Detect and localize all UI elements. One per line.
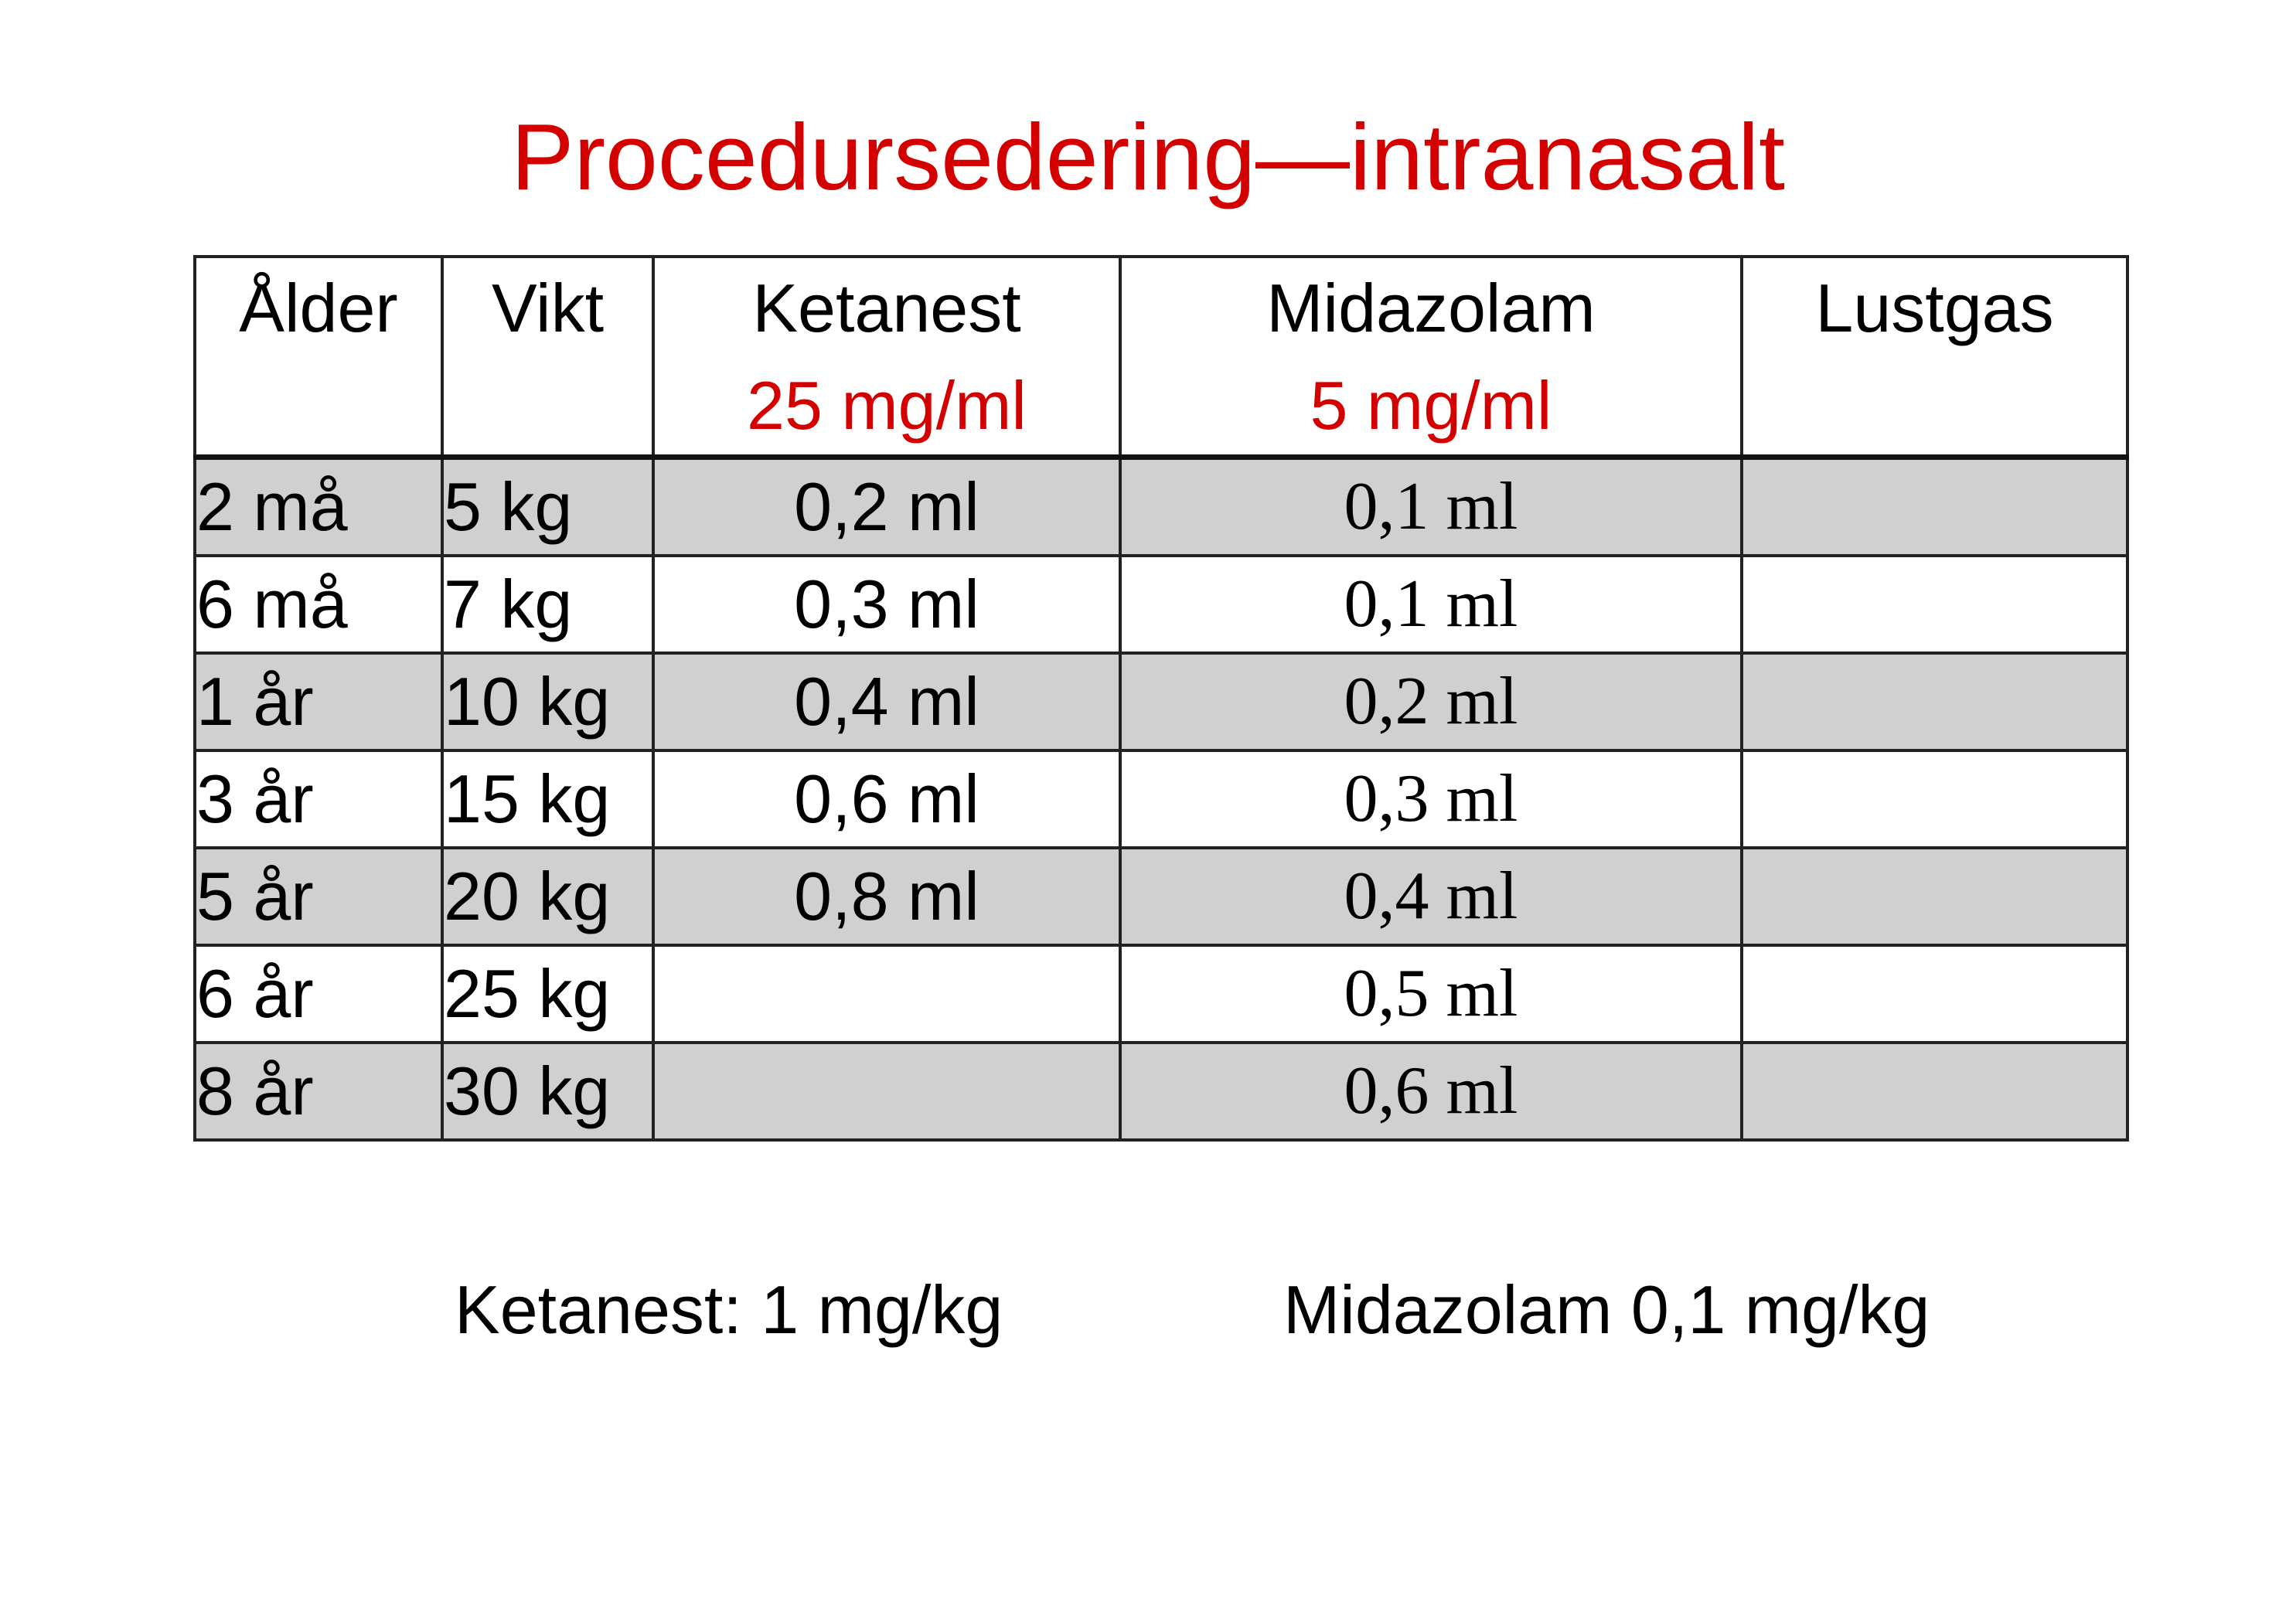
- header-weight: Vikt: [441, 255, 655, 460]
- table-row: 5 år 20 kg 0,8 ml 0,4 ml: [193, 846, 2129, 947]
- cell-lustgas: [1740, 455, 2129, 557]
- cell-ketanest: [652, 944, 1122, 1044]
- cell-lustgas: [1740, 749, 2129, 849]
- header-lustgas: Lustgas: [1740, 255, 2129, 460]
- cell-midazolam: 0,4 ml: [1119, 846, 1743, 947]
- cell-midazolam: 0,6 ml: [1119, 1041, 1743, 1142]
- header-lustgas-label: Lustgas: [1815, 270, 2054, 346]
- header-midazolam-label: Midazolam: [1266, 270, 1596, 346]
- cell-age: 8 år: [193, 1041, 444, 1142]
- header-ketanest: Ketanest 25 mg/ml: [652, 255, 1122, 460]
- cell-age: 6 år: [193, 944, 444, 1044]
- cell-weight: 20 kg: [441, 846, 655, 947]
- cell-weight: 30 kg: [441, 1041, 655, 1142]
- cell-ketanest: [652, 1041, 1122, 1142]
- cell-lustgas: [1740, 652, 2129, 752]
- cell-midazolam: 0,2 ml: [1119, 652, 1743, 752]
- header-ketanest-label: Ketanest: [752, 270, 1021, 346]
- cell-lustgas: [1740, 944, 2129, 1044]
- cell-lustgas: [1740, 554, 2129, 655]
- cell-midazolam: 0,1 ml: [1119, 455, 1743, 557]
- table-row: 6 må 7 kg 0,3 ml 0,1 ml: [193, 554, 2129, 655]
- cell-weight: 15 kg: [441, 749, 655, 849]
- table-row: 6 år 25 kg 0,5 ml: [193, 944, 2129, 1044]
- table-row: 3 år 15 kg 0,6 ml 0,3 ml: [193, 749, 2129, 849]
- cell-ketanest: 0,8 ml: [652, 846, 1122, 947]
- cell-weight: 5 kg: [441, 455, 655, 557]
- cell-midazolam: 0,3 ml: [1119, 749, 1743, 849]
- table-row: 2 må 5 kg 0,2 ml 0,1 ml: [193, 455, 2129, 557]
- cell-age: 3 år: [193, 749, 444, 849]
- cell-ketanest: 0,4 ml: [652, 652, 1122, 752]
- cell-age: 2 må: [193, 455, 444, 557]
- cell-weight: 10 kg: [441, 652, 655, 752]
- dosage-table: Ålder Vikt Ketanest 25 mg/ml Midazolam 5…: [193, 255, 2129, 1142]
- cell-ketanest: 0,6 ml: [652, 749, 1122, 849]
- table-row: 8 år 30 kg 0,6 ml: [193, 1041, 2129, 1142]
- header-midazolam-concentration: 5 mg/ml: [1310, 367, 1552, 444]
- table-header-row: Ålder Vikt Ketanest 25 mg/ml Midazolam 5…: [193, 255, 2129, 460]
- header-ketanest-concentration: 25 mg/ml: [747, 367, 1027, 444]
- ketanest-dose-note: Ketanest: 1 mg/kg: [455, 1271, 1003, 1348]
- cell-lustgas: [1740, 1041, 2129, 1142]
- header-age-label: Ålder: [239, 270, 398, 346]
- cell-midazolam: 0,5 ml: [1119, 944, 1743, 1044]
- midazolam-dose-note: Midazolam 0,1 mg/kg: [1283, 1271, 1930, 1348]
- cell-age: 5 år: [193, 846, 444, 947]
- header-age: Ålder: [193, 255, 444, 460]
- cell-age: 6 må: [193, 554, 444, 655]
- page-title: Procedursedering—intranasalt: [511, 104, 1785, 209]
- cell-lustgas: [1740, 846, 2129, 947]
- cell-midazolam: 0,1 ml: [1119, 554, 1743, 655]
- header-midazolam: Midazolam 5 mg/ml: [1119, 255, 1743, 460]
- cell-age: 1 år: [193, 652, 444, 752]
- cell-weight: 25 kg: [441, 944, 655, 1044]
- cell-ketanest: 0,3 ml: [652, 554, 1122, 655]
- header-weight-label: Vikt: [491, 270, 605, 346]
- cell-ketanest: 0,2 ml: [652, 455, 1122, 557]
- cell-weight: 7 kg: [441, 554, 655, 655]
- table-row: 1 år 10 kg 0,4 ml 0,2 ml: [193, 652, 2129, 752]
